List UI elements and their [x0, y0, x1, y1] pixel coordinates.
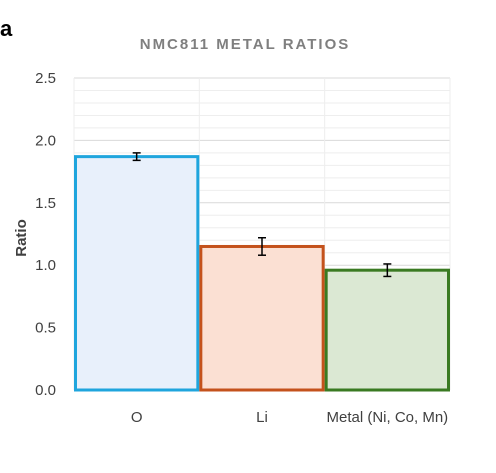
y-axis-ticks: 0.0 0.5 1.0 1.5 2.0 2.5 [35, 70, 56, 399]
y-tick-label: 2.5 [35, 70, 56, 87]
y-axis-label: Ratio [13, 219, 30, 257]
y-tick-label: 1.5 [35, 195, 56, 212]
x-category-label: Li [256, 409, 268, 426]
bar-3 [324, 268, 450, 392]
x-axis-categories: O Li Metal (Ni, Co, Mn) [131, 409, 448, 426]
bar-2 [199, 244, 325, 392]
y-tick-label: 2.0 [35, 132, 56, 149]
error-bars [132, 152, 392, 278]
x-category-label: O [131, 409, 143, 426]
chart-title: NMC811 METAL RATIOS [140, 36, 351, 53]
y-tick-label: 0.5 [35, 320, 56, 337]
y-tick-label: 0.0 [35, 382, 56, 399]
x-category-label: Metal (Ni, Co, Mn) [326, 409, 448, 426]
bars [74, 155, 450, 392]
panel-label: a [0, 16, 13, 41]
bar-1 [74, 155, 200, 392]
y-tick-label: 1.0 [35, 257, 56, 274]
